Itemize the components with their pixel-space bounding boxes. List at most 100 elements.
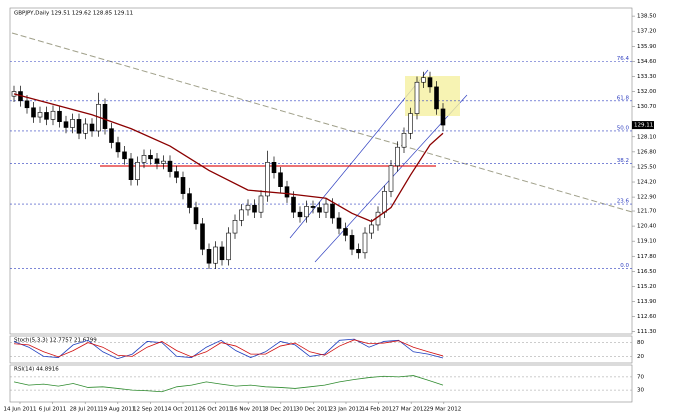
y-tick-label: 128.10 [637, 134, 657, 140]
candle-body [310, 206, 316, 208]
stoch-title: Stoch(5,3,3) 12.7757 21.6799 [14, 338, 97, 344]
candle-body [109, 128, 114, 143]
y-tick-label: 122.90 [637, 195, 657, 201]
candle-body [167, 160, 173, 172]
indicator-line [13, 338, 444, 360]
x-tick-label: 30 Dec 2011 [296, 407, 331, 413]
candle-body [271, 161, 277, 174]
current-price-box [632, 121, 654, 130]
candle-body [70, 119, 75, 128]
candle-body [440, 108, 446, 126]
candle-body [434, 86, 439, 110]
candle-body [421, 77, 426, 83]
candle-body [83, 123, 88, 134]
candle-body [239, 209, 244, 221]
candle-body [200, 223, 205, 250]
moving-average [13, 93, 444, 223]
price-panel [9, 7, 633, 335]
candle-body [265, 161, 270, 197]
candle-body [226, 232, 231, 261]
y-tick-label: 138.50 [637, 14, 657, 20]
current-price-label: 129.11 [634, 123, 653, 129]
candle-body [427, 77, 433, 88]
candle-body [362, 232, 368, 254]
candle-body [323, 203, 329, 213]
x-tick-label: 14 Feb 2012 [361, 407, 395, 413]
candle-body [304, 206, 309, 218]
candle-body [278, 172, 283, 187]
y-tick-label: 134.60 [637, 59, 657, 65]
x-tick-label: 26 Oct 2011 [199, 407, 233, 413]
candle-body [180, 177, 186, 194]
fib-label: 0.0 [620, 263, 629, 269]
candle-body [161, 160, 166, 164]
candle-body [395, 146, 400, 167]
y-tick-label: 112.60 [637, 314, 657, 320]
candle-body [206, 249, 212, 264]
y-tick-label: 30 [637, 388, 644, 394]
candle-body [102, 103, 108, 129]
x-tick-label: 6 Jul 2011 [39, 407, 67, 413]
candle-body [213, 246, 218, 264]
x-tick-label: 28 Jul 2011 [70, 407, 101, 413]
y-tick-label: 20 [637, 354, 644, 360]
x-tick-label: 12 Sep 2011 [133, 407, 168, 413]
highlight-zone [405, 76, 460, 116]
candle-body [349, 235, 355, 250]
candle-body [297, 211, 303, 218]
y-tick-label: 116.50 [637, 269, 657, 275]
candle-body [336, 217, 342, 229]
x-tick-label: 7 Mar 2012 [396, 407, 427, 413]
fib-label: 61.8 [617, 95, 630, 101]
candle-body [317, 207, 322, 213]
y-tick-label: 119.10 [637, 239, 657, 245]
x-tick-label: 4 Oct 2011 [168, 407, 199, 413]
candle-body [187, 193, 192, 208]
y-tick-label: 130.70 [637, 104, 657, 110]
candle-body [408, 113, 413, 134]
x-tick-label: 14 Jun 2011 [3, 407, 36, 413]
x-tick-label: 19 Aug 2011 [100, 407, 135, 413]
y-tick-label: 117.80 [637, 254, 657, 260]
y-tick-label: 120.40 [637, 224, 657, 230]
candle-body [31, 107, 36, 118]
y-tick-label: 125.50 [637, 164, 657, 170]
candle-body [245, 204, 251, 211]
y-tick-label: 132.00 [637, 89, 657, 95]
x-tick-label: 16 Nov 2011 [231, 407, 266, 413]
candle-body [128, 158, 134, 181]
chart-title: GBPJPY,Daily 129.51 129.62 128.85 129.11 [14, 11, 133, 17]
candle-body [141, 155, 147, 163]
candle-body [57, 110, 62, 122]
indicator-line [13, 339, 444, 358]
y-tick-label: 124.20 [637, 180, 657, 186]
y-tick-label: 113.90 [637, 299, 657, 305]
candle-body [284, 186, 290, 198]
y-tick-label: 135.90 [637, 44, 657, 50]
candle-body [24, 100, 30, 109]
x-tick-label: 23 Jan 2012 [330, 407, 363, 413]
rsi-panel [9, 364, 633, 403]
candle-body [343, 228, 348, 236]
fib-label: 50.0 [617, 125, 630, 131]
candle-body [174, 171, 179, 178]
candle-body [291, 196, 296, 213]
candle-body [414, 81, 420, 114]
candle-body [382, 191, 387, 213]
candle-body [44, 112, 49, 120]
x-tick-label: 8 Dec 2011 [265, 407, 297, 413]
indicator-line [13, 375, 444, 393]
candle-body [154, 158, 160, 164]
candle-body [148, 155, 153, 160]
candle-body [193, 207, 199, 225]
candle-body [258, 195, 264, 213]
y-tick-label: 137.20 [637, 29, 657, 35]
candle-body [401, 132, 407, 148]
y-tick-label: 133.30 [637, 74, 657, 80]
candle-body [219, 246, 225, 261]
y-tick-label: 80 [637, 340, 644, 346]
y-tick-label: 70 [637, 374, 644, 380]
candle-body [122, 151, 127, 160]
x-tick-label: 29 Mar 2012 [426, 407, 461, 413]
